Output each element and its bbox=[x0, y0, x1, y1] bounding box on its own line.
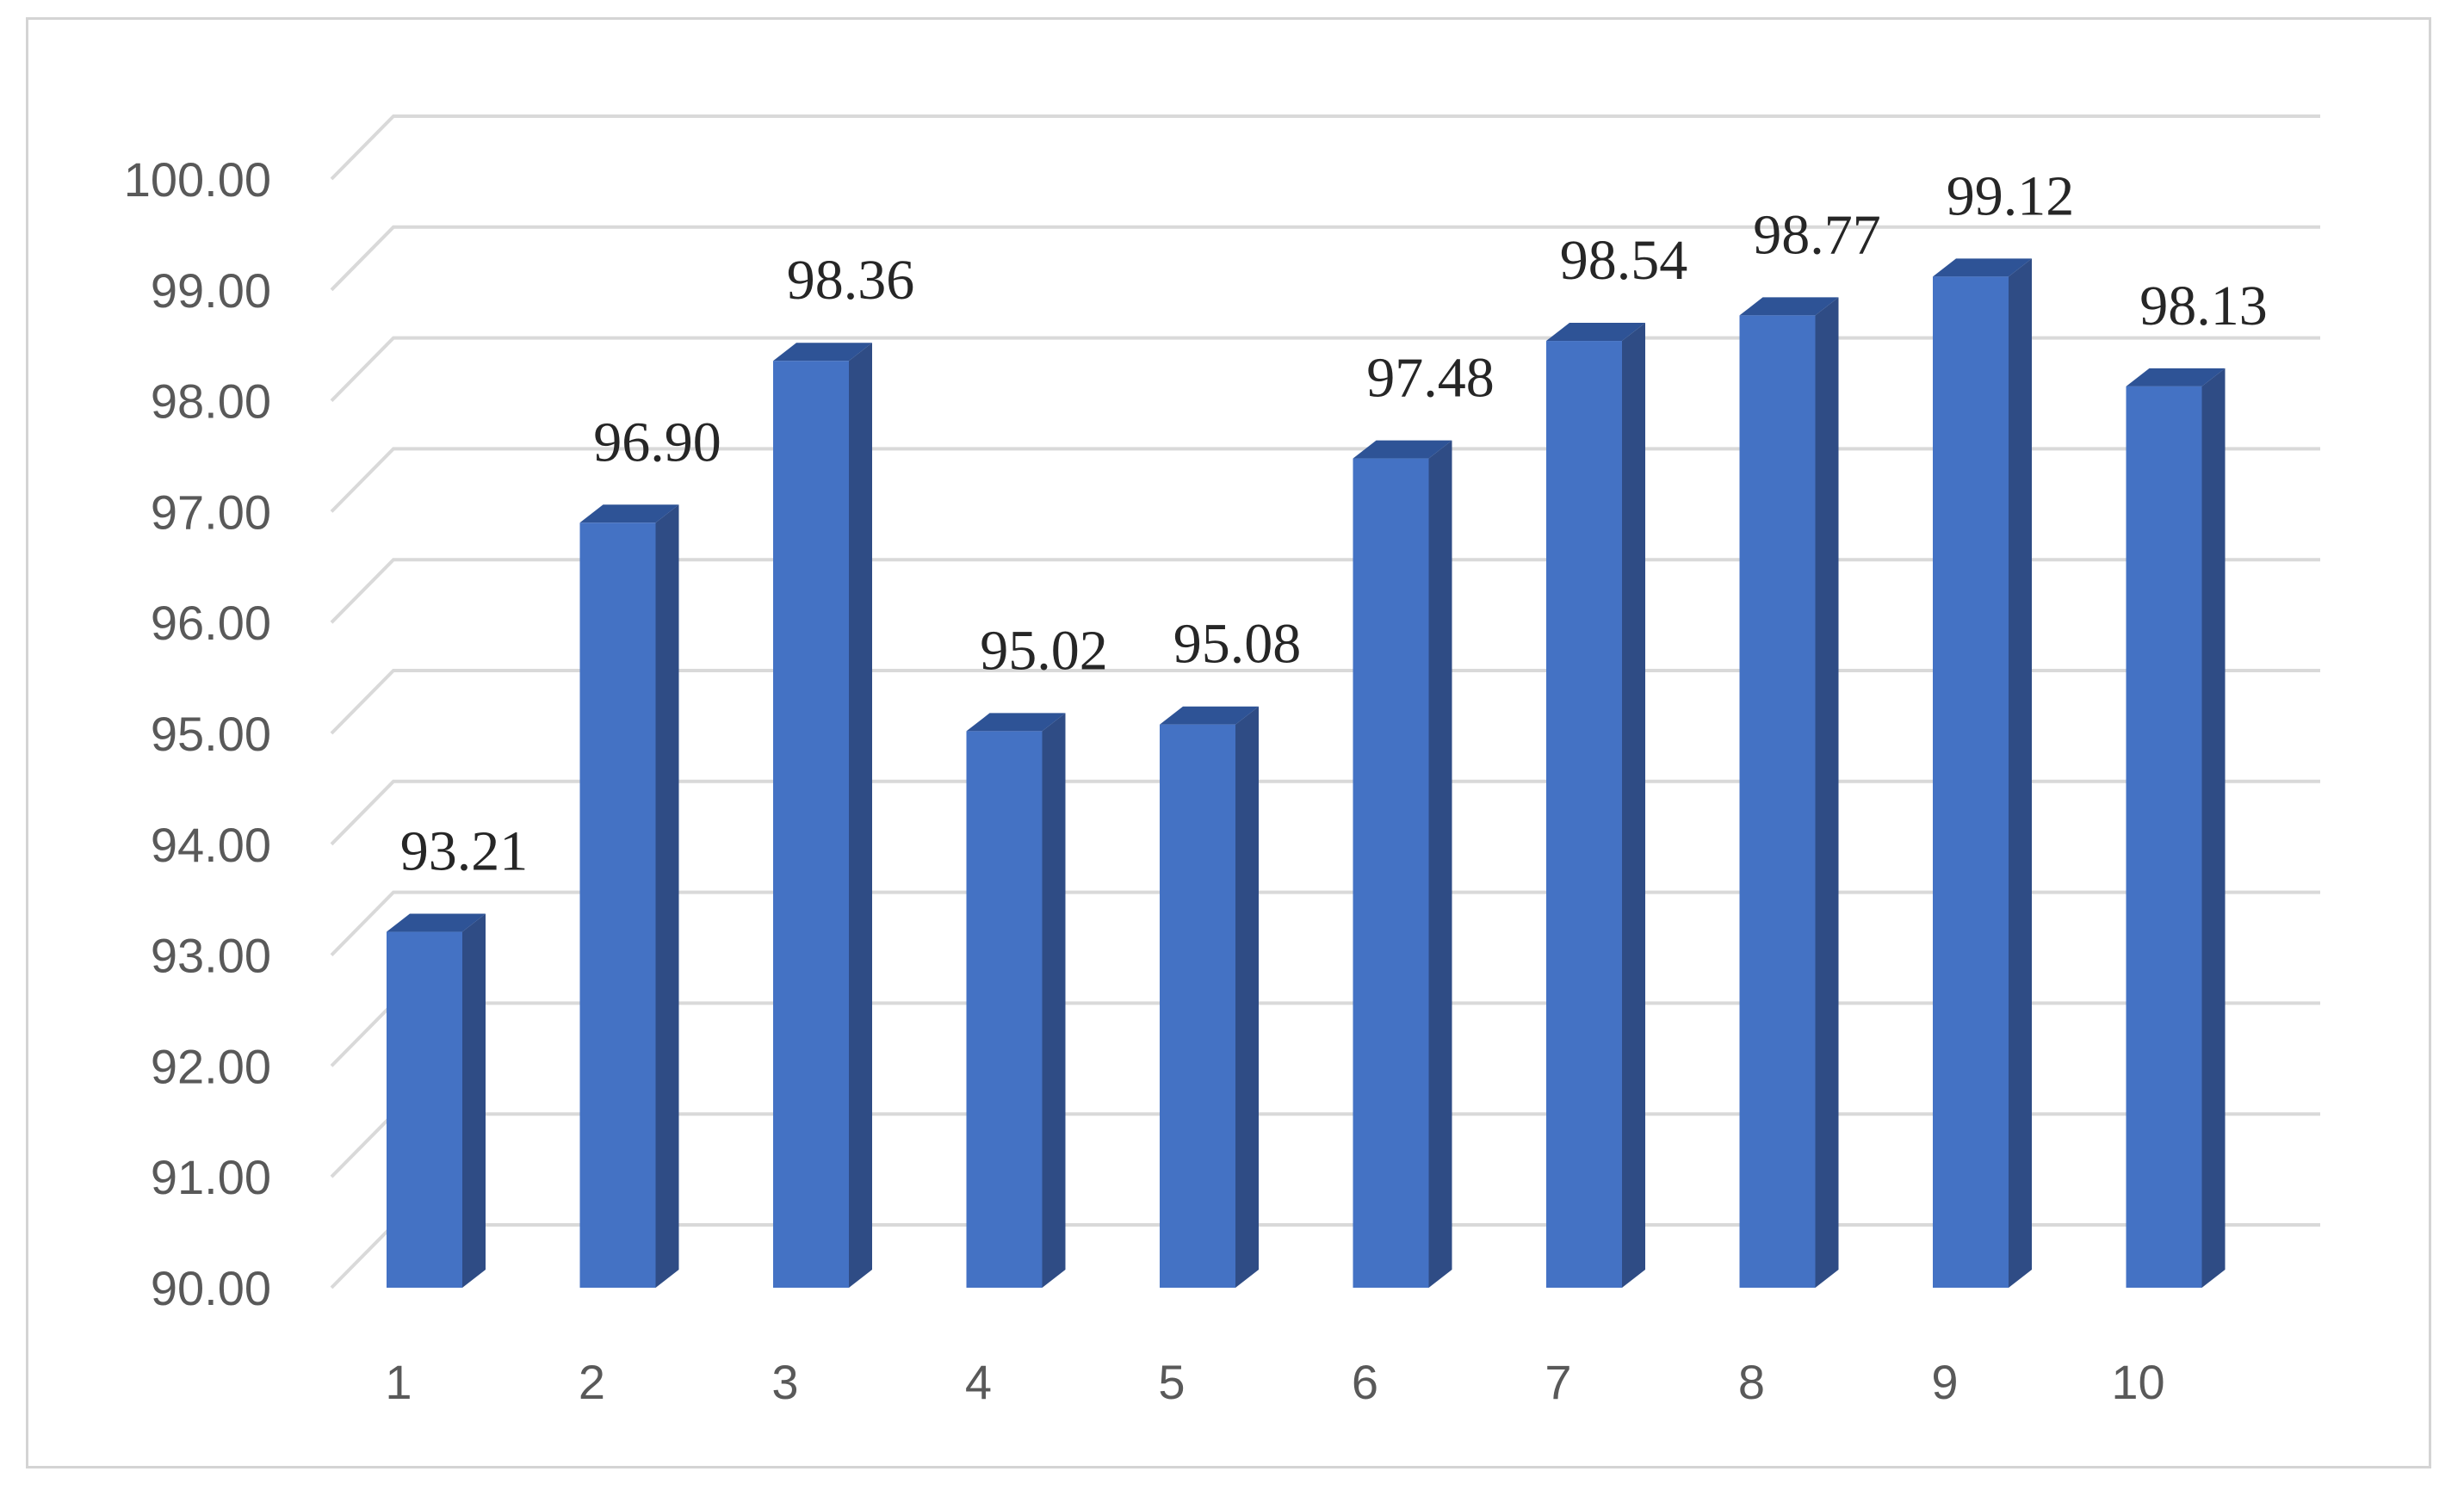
x-axis-ticks: 1 2 3 4 5 6 7 8 9 10 bbox=[385, 1355, 2164, 1409]
bar-top bbox=[966, 713, 1066, 732]
y-axis-ticks: 90.00 91.00 92.00 93.00 94.00 95.00 96.00 97.00… bbox=[124, 152, 271, 1315]
data-label: 98.36 bbox=[787, 249, 915, 312]
data-labels: 93.21 96.90 98.36 95.02 95.08 97.48 98.54 98.77… bbox=[400, 164, 2268, 882]
data-label: 98.13 bbox=[2139, 275, 2268, 337]
gridline bbox=[330, 558, 2320, 624]
data-label: 93.21 bbox=[400, 820, 529, 883]
data-label: 98.77 bbox=[1753, 203, 1881, 266]
y-tick-label: 91.00 bbox=[151, 1150, 271, 1204]
bars bbox=[387, 258, 2226, 1289]
bar-top bbox=[1739, 297, 1839, 316]
bar-side bbox=[1042, 713, 1066, 1288]
bar-top bbox=[1933, 258, 2032, 277]
gridline bbox=[330, 225, 2320, 292]
bar-front bbox=[579, 522, 656, 1288]
y-tick-label: 98.00 bbox=[151, 374, 271, 429]
x-tick-label: 2 bbox=[579, 1355, 605, 1409]
gridline bbox=[330, 669, 2320, 735]
bar-top bbox=[1160, 706, 1259, 725]
y-tick-label: 94.00 bbox=[151, 818, 271, 872]
bar-front bbox=[1160, 724, 1235, 1288]
x-tick-label: 4 bbox=[965, 1355, 992, 1409]
y-tick-label: 92.00 bbox=[151, 1039, 271, 1093]
bar-front bbox=[966, 731, 1043, 1288]
bar-front bbox=[773, 361, 849, 1289]
bar-side bbox=[1815, 297, 1839, 1288]
bar-front bbox=[1353, 458, 1429, 1288]
bar-side bbox=[655, 504, 679, 1288]
bar-side bbox=[2009, 258, 2032, 1288]
bar-front bbox=[1933, 276, 2009, 1288]
y-tick-label: 93.00 bbox=[151, 929, 271, 983]
bar-side bbox=[1235, 706, 1259, 1288]
gridline bbox=[330, 336, 2320, 403]
bar-top bbox=[579, 504, 679, 523]
bar-4 bbox=[966, 713, 1066, 1288]
gridline bbox=[330, 447, 2320, 513]
data-label: 96.90 bbox=[593, 411, 721, 473]
x-tick-label: 8 bbox=[1738, 1355, 1765, 1409]
x-tick-label: 6 bbox=[1352, 1355, 1378, 1409]
data-label: 99.12 bbox=[1947, 164, 2075, 227]
x-tick-label: 3 bbox=[771, 1355, 798, 1409]
bar-top bbox=[1546, 323, 1645, 342]
y-tick-label: 96.00 bbox=[151, 596, 271, 650]
bar-5 bbox=[1160, 706, 1259, 1288]
y-tick-label: 99.00 bbox=[151, 263, 271, 318]
bar-side bbox=[1428, 440, 1452, 1288]
bar-8 bbox=[1739, 297, 1839, 1288]
bar-side bbox=[462, 913, 486, 1288]
data-label: 95.08 bbox=[1173, 613, 1302, 676]
bar-side bbox=[849, 343, 872, 1289]
data-label: 98.54 bbox=[1560, 229, 1688, 292]
bar-2 bbox=[579, 504, 679, 1288]
x-tick-label: 9 bbox=[1931, 1355, 1958, 1409]
bar-3 bbox=[773, 343, 872, 1289]
y-tick-label: 90.00 bbox=[151, 1261, 271, 1315]
gridline bbox=[330, 890, 2320, 957]
bar-1 bbox=[387, 913, 486, 1288]
gridline bbox=[330, 114, 2320, 181]
bar-front bbox=[1546, 341, 1622, 1289]
bar-9 bbox=[1933, 258, 2032, 1288]
gridlines bbox=[330, 114, 2320, 1289]
bar-top bbox=[773, 343, 872, 362]
bar-side bbox=[1622, 323, 1645, 1289]
y-tick-label: 97.00 bbox=[151, 485, 271, 539]
x-tick-label: 10 bbox=[2111, 1355, 2164, 1409]
x-tick-label: 7 bbox=[1545, 1355, 1571, 1409]
data-label: 97.48 bbox=[1366, 347, 1495, 410]
bar-front bbox=[2126, 386, 2202, 1289]
bar-top bbox=[1353, 440, 1452, 459]
x-tick-label: 5 bbox=[1158, 1355, 1185, 1409]
bar-top bbox=[2126, 368, 2226, 386]
bar-10 bbox=[2126, 368, 2226, 1289]
bar-6 bbox=[1353, 440, 1452, 1288]
y-tick-label: 95.00 bbox=[151, 707, 271, 761]
gridline bbox=[330, 779, 2320, 846]
y-tick-label: 100.00 bbox=[124, 152, 271, 207]
bar-side bbox=[2201, 368, 2226, 1289]
bar-front bbox=[1739, 315, 1816, 1288]
data-label: 95.02 bbox=[980, 619, 1108, 682]
bar-7 bbox=[1546, 323, 1645, 1289]
x-tick-label: 1 bbox=[385, 1355, 412, 1409]
bar-front bbox=[387, 931, 462, 1288]
bar-top bbox=[387, 913, 486, 932]
